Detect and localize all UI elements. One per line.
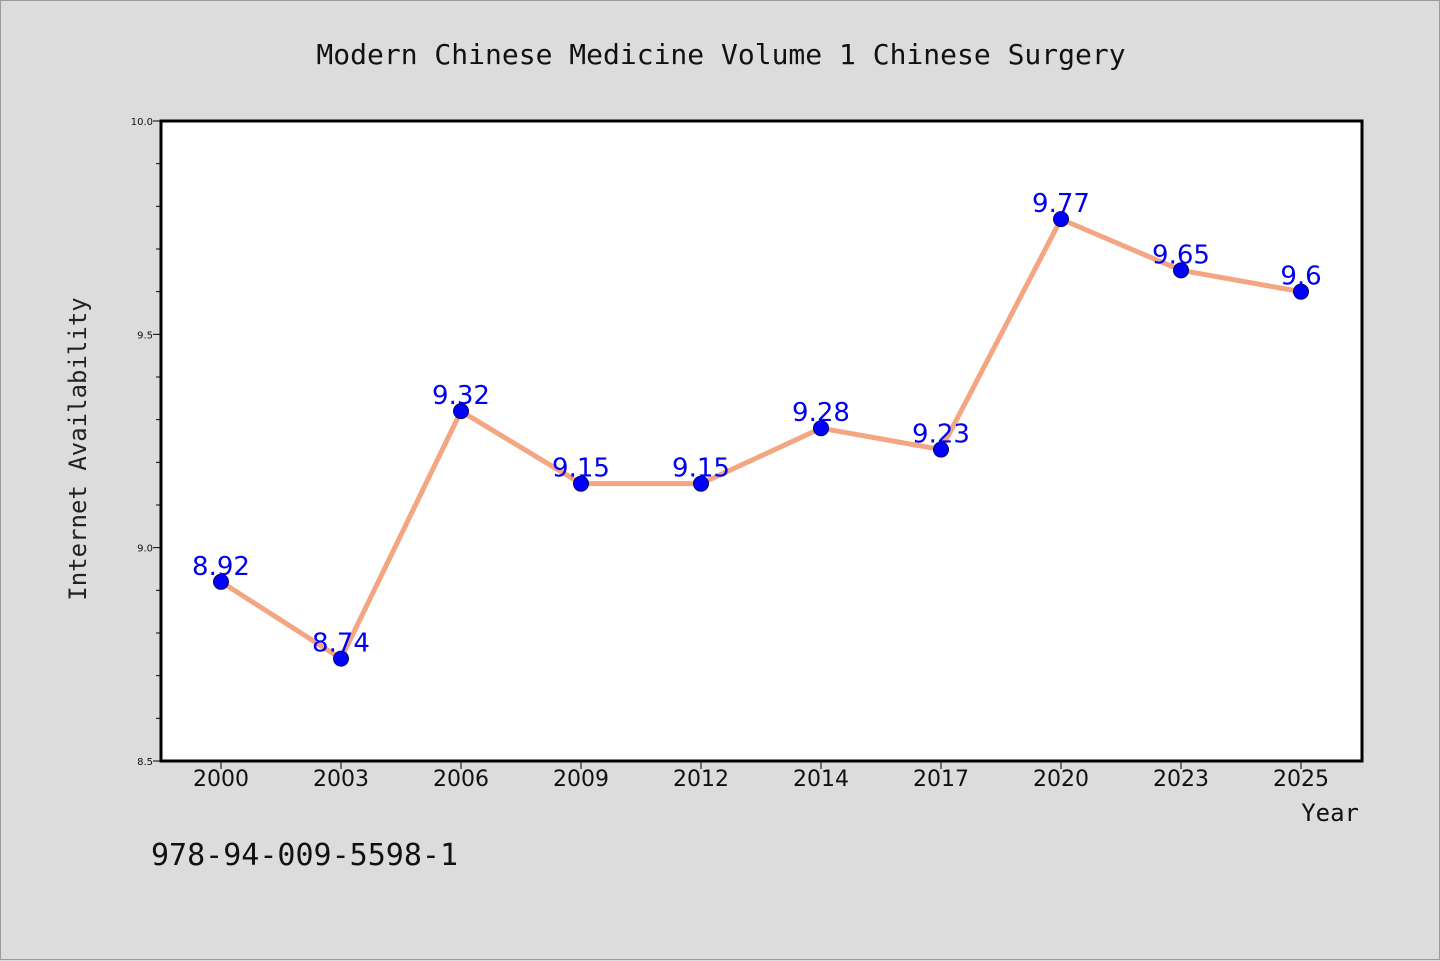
data-label: 9.15 [552,454,610,484]
y-tick-label: 9.5 [137,330,153,341]
data-label: 8.92 [192,552,250,582]
x-tick-label: 2020 [1033,767,1089,792]
data-point [693,475,709,492]
x-tick-label: 2014 [793,767,849,792]
data-label: 9.28 [792,398,850,428]
isbn-text: 978-94-009-5598-1 [151,838,458,873]
data-point [213,573,229,590]
data-label: 9.6 [1280,262,1321,292]
x-tick-label: 2012 [673,767,729,792]
x-tick-label: 2006 [433,767,489,792]
data-label: 9.32 [432,381,490,411]
y-tick-label: 8.5 [137,757,153,768]
series-group [213,211,1309,667]
data-point [933,441,949,458]
x-tick-label: 2003 [313,767,369,792]
data-label: 9.15 [672,454,730,484]
plot-area [159,119,1364,763]
y-axis: 8.5 9.0 9.5 10.0 [131,117,161,768]
x-tick-label: 2025 [1273,767,1329,792]
x-tick-label: 2017 [913,767,969,792]
y-axis-label: Internet Availability [64,297,92,600]
series-line [219,216,1302,662]
chart-title: Modern Chinese Medicine Volume 1 Chinese… [316,38,1125,71]
data-point [1053,211,1069,228]
y-tick-label: 9.0 [137,544,153,555]
data-point [813,420,829,437]
x-axis-label: Year [1301,799,1359,827]
x-axis: 2000 2003 2006 2009 2012 2014 2017 2020 2023 2025 [193,761,1329,792]
x-tick-label: 2009 [553,767,609,792]
x-tick-label: 2023 [1153,767,1209,792]
x-tick-label: 2000 [193,767,249,792]
data-point [1293,283,1309,300]
data-point [1173,262,1189,279]
y-tick-label: 10.0 [131,117,153,128]
data-label: 9.23 [912,420,970,450]
data-point [573,475,589,492]
data-label: 8.74 [312,629,370,659]
data-label: 9.77 [1032,189,1090,219]
data-labels-group: 8.92 8.74 9.32 9.15 9.15 9.28 9.23 9.77 9.65 9.6 [192,189,1322,658]
data-point [333,650,349,667]
data-label: 9.65 [1152,240,1210,270]
data-point [453,403,469,420]
